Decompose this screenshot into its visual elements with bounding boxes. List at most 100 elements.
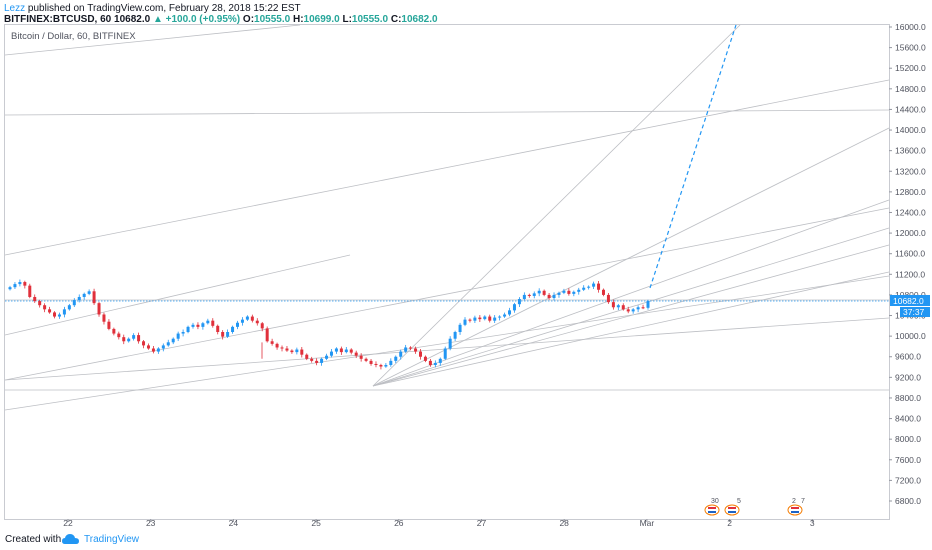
candle-body [300, 349, 304, 355]
candle-body [151, 348, 155, 352]
author-link[interactable]: Lezz [4, 3, 26, 14]
candle-body [8, 287, 12, 290]
x-tick-label: 27 [477, 518, 487, 528]
price-chart[interactable]: 6800.0 7200.0 7600.0 8000.0 8400.0 8800.0 9200… [0, 0, 932, 528]
x-tick-label: 28 [559, 518, 569, 528]
candle-body [295, 349, 299, 353]
candle-body [522, 294, 526, 300]
candle-body [567, 290, 571, 294]
candle-body [438, 358, 442, 363]
flag-stripe [708, 507, 716, 509]
event-count: 30 [711, 498, 719, 505]
tradingview-brand-link[interactable]: TradingView [84, 534, 140, 545]
candle-body [611, 302, 615, 308]
open-value: 10555.0 [254, 14, 291, 25]
candle-body [542, 290, 546, 295]
candle-body [166, 342, 170, 346]
candle-body [13, 284, 17, 288]
candle-body [369, 360, 373, 364]
candle-body [601, 289, 605, 295]
candle-body [102, 314, 106, 322]
candle-body [582, 287, 586, 290]
candle-body [142, 341, 146, 346]
last-price-text: 10682.0 [114, 14, 151, 25]
candle-body [82, 293, 86, 297]
trendline [4, 254, 351, 336]
candle-body [478, 317, 482, 320]
candle-body [226, 332, 230, 337]
candle-body [57, 314, 61, 317]
x-tick-label: 23 [146, 518, 156, 528]
candle-body [250, 316, 254, 321]
candle-body [547, 294, 551, 299]
candle-body [394, 356, 398, 361]
candle-body [517, 299, 521, 305]
trendline [372, 244, 890, 387]
candle-body [384, 364, 388, 367]
candle-body [587, 286, 591, 288]
candle-body [305, 354, 309, 359]
candle-body [156, 348, 160, 352]
trendline [4, 79, 890, 256]
candle-body [176, 333, 180, 339]
candle-body [18, 282, 22, 285]
candle-body [493, 317, 497, 321]
x-tick-label: 25 [311, 518, 321, 528]
candle-body [329, 351, 333, 356]
chart-frame [4, 24, 890, 520]
candle-body [107, 321, 111, 329]
symbol-text: BITFINEX:BTCUSD, 60 [4, 14, 112, 25]
candle-body [339, 348, 343, 353]
candle-body [453, 332, 457, 339]
us-flag-icon [724, 504, 740, 516]
candle-body [399, 351, 403, 357]
trendline [4, 207, 890, 381]
trendlines-layer [4, 24, 890, 411]
trendline [4, 275, 890, 411]
candle-body [597, 283, 601, 290]
y-tick-label: 8400.0 [895, 414, 921, 424]
candle-body [260, 323, 264, 329]
candle-body [359, 355, 363, 359]
candle-body [265, 328, 269, 342]
candle-body [572, 291, 576, 294]
candle-body [231, 326, 235, 333]
trendline [372, 24, 741, 387]
candle-body [245, 316, 249, 320]
candle-body [191, 324, 195, 327]
candle-body [463, 319, 467, 325]
candle-body [201, 323, 205, 327]
us-flag-icon [787, 504, 803, 516]
candle-body [349, 349, 353, 353]
candle-body [236, 322, 240, 327]
candle-body [112, 328, 116, 334]
footer: Created with TradingView [0, 528, 932, 550]
y-tick-label: 14000.0 [895, 125, 926, 135]
candle-body [240, 319, 244, 323]
candle-body [577, 289, 581, 292]
candle-body [62, 309, 66, 315]
close-value: 10682.0 [401, 14, 438, 25]
y-tick-label: 7200.0 [895, 475, 921, 485]
event-count: 2 [792, 498, 796, 505]
trendline [372, 127, 890, 387]
event-markers-layer: 30 5 2 7 [704, 498, 805, 516]
x-tick-label: 3 [810, 518, 815, 528]
y-tick-label: 15200.0 [895, 63, 926, 73]
trendline [372, 271, 890, 387]
flag-stripe [791, 507, 799, 509]
last-price-badge [890, 294, 930, 306]
candle-body [527, 294, 531, 296]
tradingview-cloud-icon [62, 534, 79, 544]
candle-body [458, 324, 462, 333]
candle-body [43, 305, 47, 310]
candle-body [389, 360, 393, 365]
candle-body [275, 343, 279, 348]
candle-body [171, 338, 175, 343]
candle-body [448, 338, 452, 349]
x-tick-label: 2 [727, 518, 732, 528]
candle-body [132, 335, 136, 339]
candle-body [216, 325, 220, 333]
candle-body [117, 333, 121, 338]
candle-body [473, 317, 477, 321]
